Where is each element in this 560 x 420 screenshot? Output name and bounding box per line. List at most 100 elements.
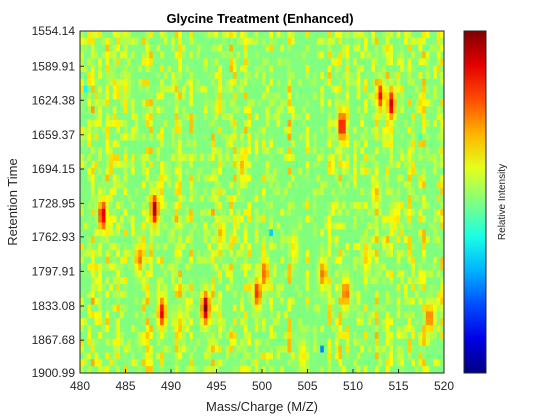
heatmap-cell <box>360 338 365 346</box>
heatmap-cell <box>112 140 117 148</box>
heatmap-cell <box>200 345 205 353</box>
heatmap-cell <box>149 99 154 107</box>
heatmap-cell <box>334 290 339 299</box>
heatmap-cell <box>440 249 445 258</box>
heatmap-cell <box>167 290 172 299</box>
heatmap-cell <box>283 72 288 80</box>
heatmap-cell <box>349 290 354 299</box>
heatmap-cell <box>280 318 285 326</box>
heatmap-cell <box>323 181 328 189</box>
heatmap-cell <box>305 256 310 264</box>
heatmap-cell <box>291 174 296 182</box>
heatmap-cell <box>214 263 219 271</box>
heatmap-cell <box>436 37 441 46</box>
heatmap-cell <box>440 160 445 169</box>
heatmap-cell <box>272 331 277 340</box>
heatmap-cell <box>367 318 372 326</box>
heatmap-cell <box>269 297 274 305</box>
heatmap-cell <box>225 270 230 278</box>
heatmap-cell <box>251 270 256 278</box>
heatmap-cell <box>345 119 350 128</box>
heatmap-cell <box>349 147 354 155</box>
heatmap-cell <box>130 65 135 73</box>
heatmap-cell <box>389 222 394 230</box>
heatmap-cell <box>156 147 161 155</box>
heatmap-cell <box>145 85 150 93</box>
heatmap-cell <box>280 284 285 292</box>
heatmap-cell <box>400 208 405 217</box>
heatmap-cell <box>207 325 212 333</box>
heatmap-cell <box>98 318 103 326</box>
heatmap-cell <box>160 366 165 374</box>
heatmap-cell <box>225 263 230 271</box>
heatmap-cell <box>116 366 121 374</box>
heatmap-cell <box>189 37 194 46</box>
heatmap-cell <box>280 106 285 114</box>
heatmap-cell <box>371 325 376 333</box>
heatmap-plot-area[interactable] <box>79 30 445 374</box>
heatmap-cell <box>178 284 183 292</box>
heatmap-cell <box>160 290 165 299</box>
heatmap-cell <box>396 359 401 367</box>
heatmap-cell <box>262 113 266 121</box>
heatmap-cell <box>363 243 368 251</box>
heatmap-cell <box>418 345 423 353</box>
heatmap-cell <box>298 318 303 326</box>
heatmap-cell <box>112 263 117 271</box>
heatmap-cell <box>116 85 121 93</box>
heatmap-cell <box>185 215 190 223</box>
heatmap-cell <box>134 359 139 367</box>
heatmap-cell <box>254 174 259 182</box>
heatmap-cell <box>254 277 259 285</box>
heatmap-cell <box>349 202 354 210</box>
heatmap-cell <box>276 256 281 264</box>
heatmap-cell <box>291 366 296 374</box>
heatmap-cell <box>360 85 365 93</box>
heatmap-cell <box>291 297 296 305</box>
heatmap-cell <box>243 160 248 169</box>
heatmap-cell <box>269 311 274 319</box>
heatmap-cell <box>189 154 194 162</box>
heatmap-cell <box>80 188 84 196</box>
heatmap-cell <box>130 256 135 264</box>
heatmap-cell <box>305 51 310 59</box>
heatmap-cell <box>363 202 368 210</box>
heatmap-cell <box>138 99 143 107</box>
heatmap-cell <box>309 366 314 374</box>
heatmap-cell <box>236 140 241 148</box>
heatmap-cell <box>123 290 128 299</box>
heatmap-cell <box>334 44 339 52</box>
heatmap-cell <box>149 243 154 251</box>
heatmap-cell <box>291 37 296 46</box>
heatmap-cell <box>393 147 398 155</box>
heatmap-cell <box>334 188 339 196</box>
heatmap-cell <box>353 352 357 360</box>
heatmap-cell <box>152 147 157 155</box>
heatmap-cell <box>425 188 430 196</box>
heatmap-cell <box>276 85 281 93</box>
heatmap-cell <box>203 338 208 346</box>
heatmap-cell <box>334 263 339 271</box>
heatmap-cell <box>174 167 179 175</box>
heatmap-cell <box>232 147 237 155</box>
heatmap-cell <box>389 263 394 271</box>
heatmap-cell <box>236 331 241 340</box>
heatmap-cell <box>283 215 288 223</box>
heatmap-cell <box>225 325 230 333</box>
heatmap-cell <box>141 263 146 271</box>
heatmap-cell <box>262 44 266 52</box>
heatmap-cell <box>272 72 277 80</box>
heatmap-cell <box>407 160 412 169</box>
heatmap-cell <box>349 208 354 217</box>
heatmap-cell <box>327 236 332 244</box>
heatmap-cell <box>189 297 194 305</box>
heatmap-cell <box>123 359 128 367</box>
heatmap-cell <box>298 359 303 367</box>
heatmap-cell <box>276 181 281 189</box>
heatmap-cell <box>436 92 441 100</box>
heatmap-cell <box>305 331 310 340</box>
heatmap-cell <box>218 181 223 189</box>
heatmap-cell <box>120 345 125 353</box>
heatmap-cell <box>229 345 234 353</box>
heatmap-cell <box>134 106 139 114</box>
